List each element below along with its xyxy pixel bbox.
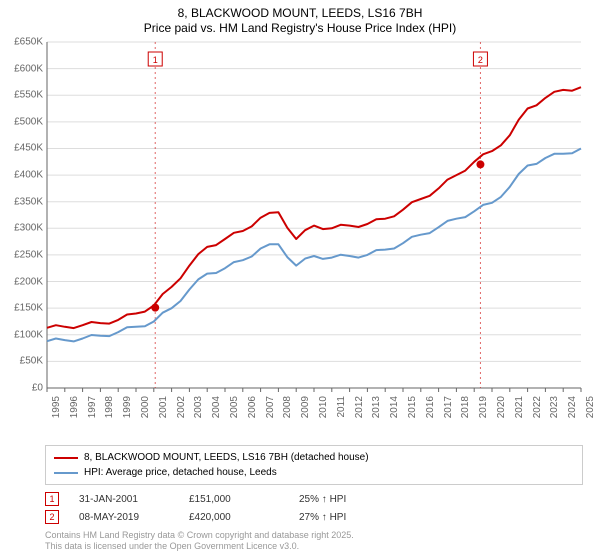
chart-container: 8, BLACKWOOD MOUNT, LEEDS, LS16 7BH Pric… — [0, 0, 600, 560]
x-tick-label: 2020 — [496, 396, 507, 426]
x-tick-label: 2005 — [229, 396, 240, 426]
title-line-1: 8, BLACKWOOD MOUNT, LEEDS, LS16 7BH — [0, 6, 600, 21]
marker-price-0: £151,000 — [189, 494, 279, 505]
y-tick-label: £400K — [3, 170, 43, 181]
x-tick-label: 1998 — [104, 396, 115, 426]
x-tick-label: 2000 — [140, 396, 151, 426]
legend-swatch-1 — [54, 472, 78, 474]
chart-area: 12 £0£50K£100K£150K£200K£250K£300K£350K£… — [45, 40, 583, 410]
marker-table: 1 31-JAN-2001 £151,000 25% ↑ HPI 2 08-MA… — [45, 490, 389, 526]
legend-label-0: 8, BLACKWOOD MOUNT, LEEDS, LS16 7BH (det… — [84, 450, 369, 465]
marker-row-1: 2 08-MAY-2019 £420,000 27% ↑ HPI — [45, 508, 389, 526]
legend-row-0: 8, BLACKWOOD MOUNT, LEEDS, LS16 7BH (det… — [54, 450, 574, 465]
marker-date-0: 31-JAN-2001 — [79, 494, 169, 505]
x-tick-label: 2006 — [247, 396, 258, 426]
x-tick-label: 2017 — [443, 396, 454, 426]
y-tick-label: £500K — [3, 116, 43, 127]
x-tick-label: 2011 — [336, 396, 347, 426]
x-tick-label: 2013 — [371, 396, 382, 426]
footer: Contains HM Land Registry data © Crown c… — [45, 530, 354, 552]
legend-box: 8, BLACKWOOD MOUNT, LEEDS, LS16 7BH (det… — [45, 445, 583, 485]
x-tick-label: 2012 — [354, 396, 365, 426]
legend-label-1: HPI: Average price, detached house, Leed… — [84, 465, 277, 480]
x-tick-label: 2021 — [514, 396, 525, 426]
chart-svg: 12 — [45, 40, 583, 410]
marker-badge-1: 2 — [45, 510, 59, 524]
y-tick-label: £0 — [3, 383, 43, 394]
x-tick-label: 2025 — [585, 396, 596, 426]
y-tick-label: £150K — [3, 303, 43, 314]
legend-row-1: HPI: Average price, detached house, Leed… — [54, 465, 574, 480]
y-tick-label: £450K — [3, 143, 43, 154]
y-tick-label: £300K — [3, 223, 43, 234]
y-tick-label: £50K — [3, 356, 43, 367]
footer-line-1: Contains HM Land Registry data © Crown c… — [45, 530, 354, 541]
y-tick-label: £350K — [3, 196, 43, 207]
x-tick-label: 1999 — [122, 396, 133, 426]
marker-badge-0: 1 — [45, 492, 59, 506]
x-tick-label: 2002 — [176, 396, 187, 426]
x-tick-label: 2023 — [549, 396, 560, 426]
y-tick-label: £250K — [3, 249, 43, 260]
svg-text:2: 2 — [478, 55, 483, 65]
y-tick-label: £100K — [3, 329, 43, 340]
x-tick-label: 2009 — [300, 396, 311, 426]
x-tick-label: 2001 — [158, 396, 169, 426]
title-line-2: Price paid vs. HM Land Registry's House … — [0, 21, 600, 36]
footer-line-2: This data is licensed under the Open Gov… — [45, 541, 354, 552]
marker-delta-1: 27% ↑ HPI — [299, 512, 389, 523]
x-tick-label: 2016 — [425, 396, 436, 426]
x-tick-label: 2015 — [407, 396, 418, 426]
x-tick-label: 2003 — [193, 396, 204, 426]
marker-row-0: 1 31-JAN-2001 £151,000 25% ↑ HPI — [45, 490, 389, 508]
marker-date-1: 08-MAY-2019 — [79, 512, 169, 523]
x-tick-label: 1995 — [51, 396, 62, 426]
x-tick-label: 2007 — [265, 396, 276, 426]
x-tick-label: 2022 — [532, 396, 543, 426]
legend-swatch-0 — [54, 457, 78, 459]
svg-text:1: 1 — [153, 55, 158, 65]
x-tick-label: 2008 — [282, 396, 293, 426]
x-tick-label: 2019 — [478, 396, 489, 426]
x-tick-label: 2004 — [211, 396, 222, 426]
x-tick-label: 2018 — [460, 396, 471, 426]
x-tick-label: 2010 — [318, 396, 329, 426]
y-tick-label: £600K — [3, 63, 43, 74]
marker-price-1: £420,000 — [189, 512, 279, 523]
x-tick-label: 2014 — [389, 396, 400, 426]
x-tick-label: 1996 — [69, 396, 80, 426]
y-tick-label: £550K — [3, 90, 43, 101]
y-tick-label: £200K — [3, 276, 43, 287]
marker-delta-0: 25% ↑ HPI — [299, 494, 389, 505]
title-block: 8, BLACKWOOD MOUNT, LEEDS, LS16 7BH Pric… — [0, 0, 600, 36]
y-tick-label: £650K — [3, 37, 43, 48]
x-tick-label: 2024 — [567, 396, 578, 426]
x-tick-label: 1997 — [87, 396, 98, 426]
